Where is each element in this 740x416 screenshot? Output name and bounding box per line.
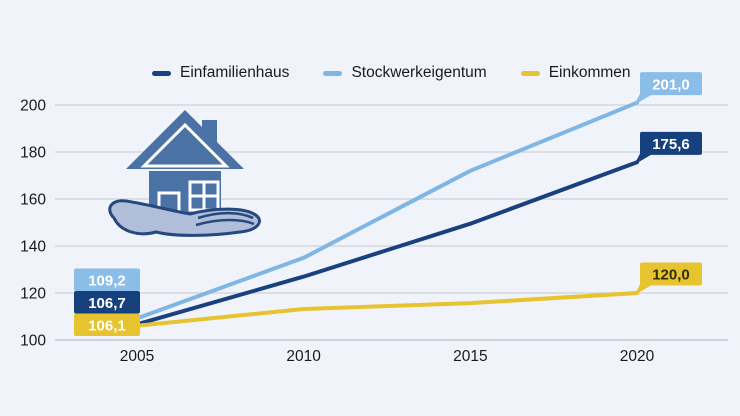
end-value-label-box bbox=[640, 131, 702, 155]
y-axis-tick-label: 120 bbox=[20, 286, 46, 303]
y-axis-tick-label: 180 bbox=[20, 145, 46, 162]
hand-palm bbox=[108, 199, 261, 237]
y-axis-tick-label: 100 bbox=[20, 333, 46, 350]
legend-item-stockwerkeigentum: Stockwerkeigentum bbox=[323, 64, 487, 82]
legend-item-label: Einkommen bbox=[548, 64, 631, 81]
start-value-label-box bbox=[74, 313, 140, 336]
series-line-einfamilienhaus bbox=[135, 160, 639, 327]
series-line-stockwerkeigentum bbox=[135, 100, 639, 321]
legend-swatch-icon bbox=[152, 70, 171, 76]
start-value-label-box bbox=[74, 268, 140, 291]
legend-item-einfamilienhaus: Einfamilienhaus bbox=[152, 64, 289, 82]
legend-swatch-icon bbox=[520, 70, 540, 76]
end-value-label-pointer bbox=[634, 151, 656, 165]
y-axis-tick-label: 160 bbox=[20, 192, 46, 209]
end-value-label-box bbox=[640, 262, 702, 286]
x-axis-tick-label: 2010 bbox=[286, 348, 321, 365]
end-value-label: 175,6 bbox=[652, 136, 690, 153]
end-value-label: 120,0 bbox=[652, 267, 690, 284]
end-value-label-pointer bbox=[634, 92, 656, 106]
y-axis-tick-label: 140 bbox=[20, 239, 46, 256]
x-axis-tick-label: 2020 bbox=[620, 348, 655, 365]
hand-holding-house-icon bbox=[108, 110, 261, 237]
x-axis-tick-label: 2015 bbox=[453, 348, 487, 365]
house-roof-outline bbox=[140, 122, 230, 168]
legend-swatch-icon bbox=[323, 70, 343, 76]
end-value-label-pointer bbox=[634, 282, 656, 296]
start-value-label: 106,1 bbox=[88, 318, 126, 335]
legend-item-label: Einfamilienhaus bbox=[180, 64, 290, 81]
start-value-label: 109,2 bbox=[88, 273, 126, 290]
hand-finger-line bbox=[197, 211, 254, 220]
end-value-label-box bbox=[640, 72, 702, 96]
series-line-einkommen bbox=[135, 291, 639, 328]
legend-item-einkommen: Einkommen bbox=[520, 64, 631, 82]
start-value-label-box bbox=[74, 291, 140, 314]
x-axis-tick-label: 2005 bbox=[120, 348, 154, 365]
house-roof bbox=[126, 110, 244, 169]
start-value-label: 106,7 bbox=[88, 295, 126, 312]
end-value-label: 201,0 bbox=[652, 76, 690, 93]
y-axis-tick-label: 200 bbox=[20, 98, 46, 115]
chart-legend: Einfamilienhaus Stockwerkeigentum Einkomme… bbox=[152, 64, 631, 82]
legend-item-label: Stockwerkeigentum bbox=[351, 64, 487, 81]
hand-finger-line bbox=[195, 218, 255, 227]
